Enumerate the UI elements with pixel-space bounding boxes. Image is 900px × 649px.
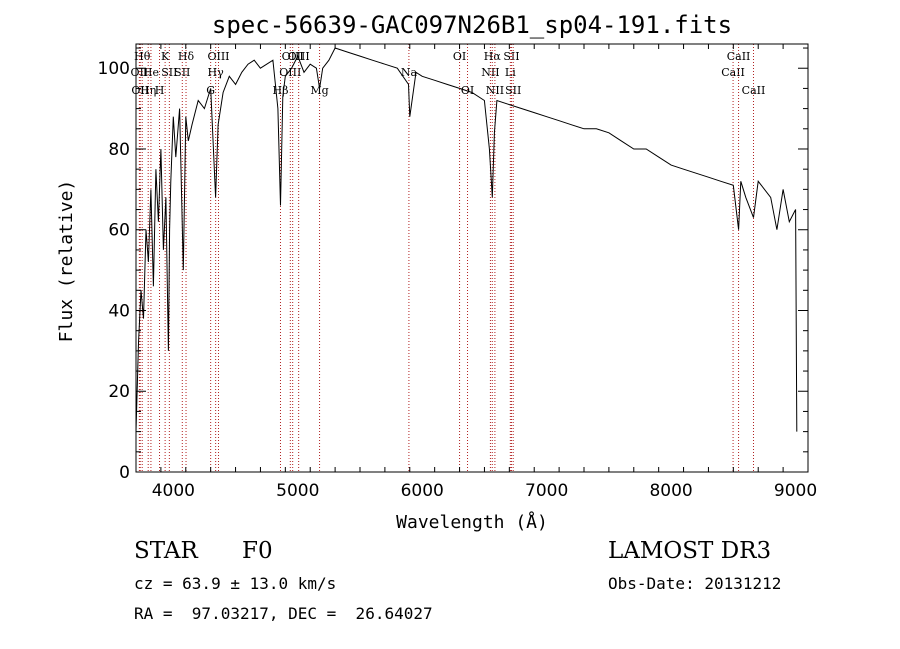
line-marker-label: OIII	[207, 50, 229, 63]
line-marker-label: Hβ	[273, 84, 289, 97]
x-tick-label: 8000	[649, 481, 692, 501]
observation-date: Obs-Date: 20131212	[608, 574, 782, 593]
x-tick-label: 6000	[401, 481, 444, 501]
line-marker-label: He	[143, 66, 159, 79]
object-class: STAR	[134, 538, 198, 564]
x-tick-label: 5000	[276, 481, 319, 501]
line-marker-label: CaII	[727, 50, 751, 63]
line-marker-label: SII	[161, 66, 177, 79]
line-marker-label: NII	[486, 84, 504, 97]
y-tick-label: 60	[108, 221, 130, 241]
redshift-velocity: cz = 63.9 ± 13.0 km/s	[134, 574, 337, 593]
plot-area: HθOIIOIIHηHeHKSIIHδSIIGHγOIIIHβOIIIOIIIO…	[98, 43, 817, 501]
line-marker-label: Hδ	[178, 50, 195, 63]
line-marker-label: Na	[401, 66, 418, 79]
x-tick-label: 9000	[774, 481, 817, 501]
axes-frame	[135, 43, 809, 473]
x-tick-label: 7000	[525, 481, 568, 501]
object-subclass: F0	[242, 538, 273, 564]
spectrum-line	[135, 47, 798, 432]
line-marker-label: SII	[505, 84, 521, 97]
line-marker-label: Hθ	[134, 50, 151, 63]
x-axis-label: Wavelength (Å)	[396, 511, 548, 533]
chart-title: spec-56639-GAC097N26B1_sp04-191.fits	[212, 11, 732, 39]
survey-name: LAMOST DR3	[608, 538, 772, 564]
x-tick-label: 4000	[152, 481, 195, 501]
line-marker-label: Hγ	[208, 66, 225, 79]
y-axis-label: Flux (relative)	[56, 180, 77, 343]
line-marker-label: SII	[503, 50, 519, 63]
line-marker-label: Hα	[484, 50, 502, 63]
line-marker-label: SII	[174, 66, 190, 79]
y-tick-label: 40	[108, 301, 130, 321]
line-marker-label: Li	[505, 66, 516, 79]
line-marker-label: CaII	[742, 84, 766, 97]
line-marker-label: K	[161, 50, 170, 63]
line-marker-label: OI	[453, 50, 466, 63]
y-tick-label: 0	[119, 463, 130, 483]
line-marker-label: CaII	[721, 66, 745, 79]
coordinates: RA = 97.03217, DEC = 26.64027	[134, 604, 433, 623]
line-marker-label: NII	[481, 66, 499, 79]
y-tick-label: 80	[108, 140, 130, 160]
y-tick-label: 20	[108, 382, 130, 402]
line-marker-label: H	[155, 84, 165, 97]
line-marker-label: OII	[131, 66, 149, 79]
line-marker-label: Hη	[140, 84, 156, 97]
line-marker-label: OIII	[279, 66, 301, 79]
y-tick-label: 100	[98, 59, 130, 79]
line-marker-label: Mg	[310, 84, 328, 97]
line-marker-label: OIII	[288, 50, 310, 63]
